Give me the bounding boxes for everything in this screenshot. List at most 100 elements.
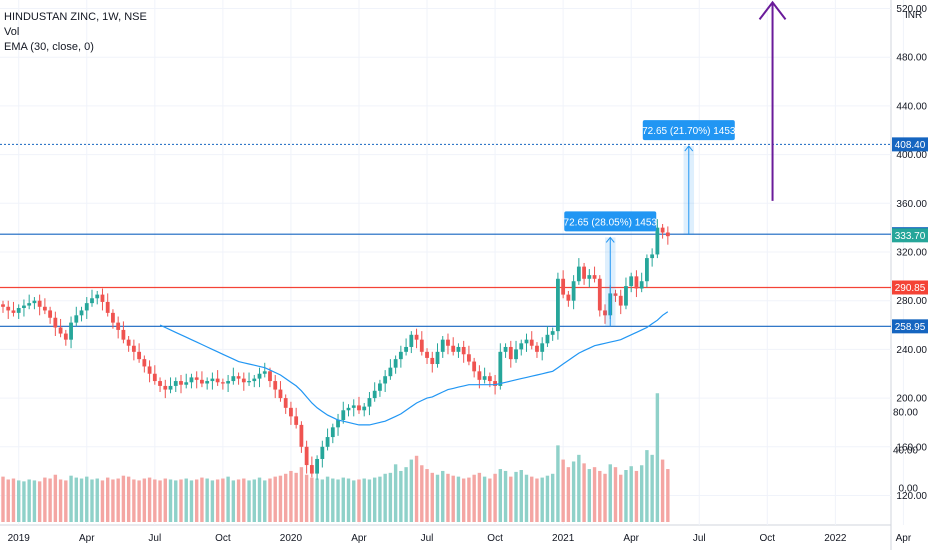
- candle-body: [179, 381, 183, 385]
- volume-bar: [37, 481, 42, 522]
- volume-bar: [325, 476, 330, 522]
- volume-axis: 80.00 40.00 0.00: [893, 408, 918, 495]
- price-badge-text: 290.85: [895, 283, 926, 294]
- volume-bar: [168, 479, 173, 522]
- candle-body: [655, 227, 660, 255]
- volume-bar: [571, 461, 576, 522]
- candle-body: [556, 278, 560, 332]
- volume-bar: [639, 465, 644, 522]
- candle-body: [58, 327, 63, 334]
- candle-body: [372, 390, 377, 399]
- volume-bar: [645, 450, 649, 522]
- volume-bar: [540, 477, 544, 522]
- time-tick-label: Oct: [487, 533, 503, 544]
- candle-body: [236, 376, 241, 379]
- projection-arrow[interactable]: [758, 0, 787, 201]
- time-axis[interactable]: 2019 Apr Jul Oct 2020 Apr Jul Oct 2021 Apr Jul Oct 2…: [8, 533, 912, 544]
- volume-bar: [11, 478, 16, 522]
- candle-body: [645, 258, 649, 282]
- volume-bar: [435, 474, 440, 522]
- price-axis[interactable]: 520.00 480.00 440.00 400.00 360.00 320.00 280.…: [896, 4, 927, 502]
- volume-bar: [399, 470, 403, 522]
- volume-bar: [624, 469, 628, 522]
- volume-bar: [409, 459, 414, 522]
- volume-bar: [514, 471, 518, 522]
- time-tick-label: 2022: [824, 533, 847, 544]
- volume-bar: [100, 480, 105, 522]
- volume-bar: [111, 479, 115, 522]
- candle-body: [27, 303, 32, 306]
- candle-body: [571, 281, 576, 301]
- volume-bar: [331, 478, 335, 522]
- volume-bar: [613, 467, 618, 522]
- candle-body: [69, 322, 73, 340]
- legend-symbol[interactable]: HINDUSTAN ZINC, 1W, NSE: [4, 11, 147, 23]
- price-badge-text: 333.70: [895, 231, 926, 242]
- volume-bar: [535, 478, 539, 522]
- measure-arrowhead: [605, 236, 615, 243]
- volume-bar: [608, 464, 612, 522]
- candle-body: [351, 405, 356, 408]
- volume-bar: [519, 469, 523, 522]
- price-tick-label: 320.00: [896, 248, 927, 259]
- candle-body: [341, 410, 346, 421]
- candle-body: [535, 345, 539, 352]
- volume-bar: [205, 478, 209, 522]
- legend-volume[interactable]: Vol: [4, 26, 20, 38]
- volume-bar: [278, 475, 283, 522]
- legend[interactable]: HINDUSTAN ZINC, 1W, NSE Vol EMA (30, clo…: [4, 10, 147, 55]
- candle-body: [226, 381, 231, 384]
- candle-body: [95, 294, 100, 299]
- measure-label-text: 72.65 (21.70%) 1453: [642, 126, 736, 137]
- candle-body: [84, 303, 89, 311]
- volume-bar: [90, 479, 94, 522]
- price-tick-label: 200.00: [896, 394, 927, 405]
- candle-body: [398, 351, 403, 360]
- candle-body: [283, 398, 288, 408]
- volume-bar: [393, 464, 398, 522]
- candle-body: [634, 276, 639, 289]
- price-badge-text: 258.95: [895, 322, 926, 333]
- candle-body: [294, 416, 299, 425]
- candle-body: [273, 381, 278, 390]
- time-tick-label: Jul: [693, 533, 706, 544]
- volume-bar: [660, 459, 665, 522]
- candle-body: [90, 298, 94, 304]
- candle-body: [477, 371, 482, 380]
- time-tick-label: 2021: [552, 533, 575, 544]
- volume-bar: [441, 470, 445, 522]
- volume-bar: [603, 473, 607, 522]
- measure-label-text: 72.65 (28.05%) 1453: [564, 217, 658, 228]
- candle-body: [215, 378, 220, 383]
- volume-bar: [378, 476, 382, 522]
- volume-bar: [106, 477, 110, 522]
- volume-bar: [341, 477, 345, 522]
- price-tick-label: 480.00: [896, 53, 927, 64]
- candle-body: [257, 373, 262, 379]
- candle-body: [529, 339, 534, 346]
- ema-line: [159, 311, 669, 426]
- volume-bar: [336, 479, 340, 522]
- candle-body: [299, 424, 304, 447]
- volume-bar: [493, 473, 497, 522]
- volume-bar: [43, 477, 47, 522]
- candle-body: [336, 420, 340, 428]
- volume-bar: [498, 469, 503, 522]
- candle-body: [482, 376, 487, 380]
- volume-bar: [592, 467, 597, 522]
- volume-bar: [236, 479, 241, 522]
- volume-bar: [210, 480, 215, 522]
- volume-bar: [320, 479, 325, 522]
- measure-arrowhead: [684, 145, 694, 152]
- legend-ema[interactable]: EMA (30, close, 0): [4, 41, 94, 53]
- candle-body: [519, 343, 524, 350]
- volume-bar: [74, 477, 78, 522]
- volume-bar: [22, 481, 26, 522]
- measurements[interactable]: 72.65 (28.05%) 1453 72.65 (21.70%) 1453: [564, 120, 736, 327]
- candle-body: [357, 405, 361, 411]
- time-tick-label: Apr: [79, 533, 95, 544]
- volume-bar: [283, 473, 288, 522]
- candle-body: [309, 465, 314, 474]
- candle-body: [79, 310, 84, 316]
